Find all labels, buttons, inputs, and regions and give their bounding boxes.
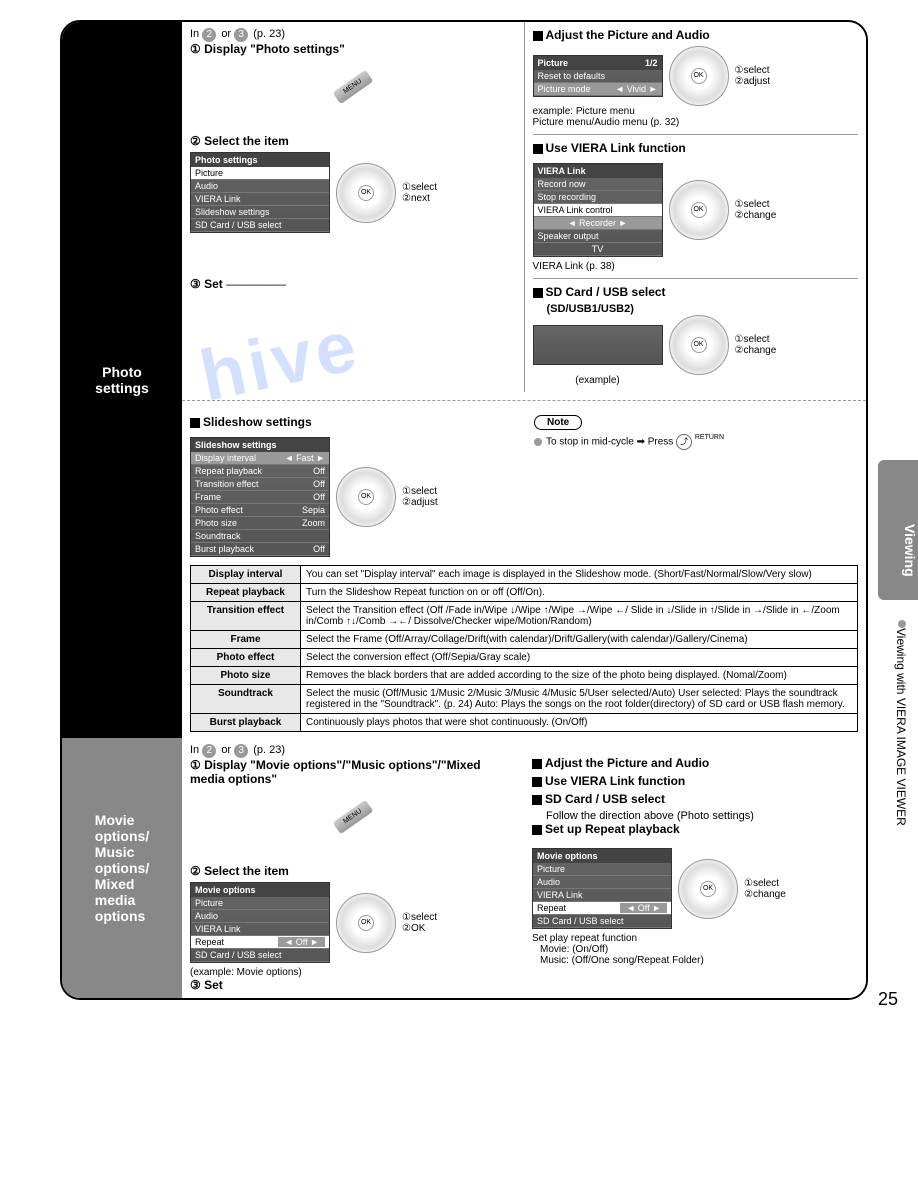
menu-remote-icon: MENU [323,60,383,130]
ok-dial-icon: OK [336,467,396,527]
slideshow-heading: Slideshow settings [190,415,514,429]
ok-dial-icon: OK [678,859,738,919]
movie-bullet-3: SD Card / USB select [532,792,858,806]
sd-usb-sub: (SD/USB1/USB2) [547,303,859,315]
in-reference-movie: In 2 or 3 (p. 23) [190,744,516,758]
ok-dial-icon: OK [669,46,729,106]
sd-usb-heading: SD Card / USB select [533,285,859,299]
step-1-display: ① Display "Photo settings" [190,42,516,56]
menu-remote-icon: MENU [323,790,383,860]
photo-settings-menu: Photo settings Picture Audio VIERA Link … [190,152,330,233]
sidebar-photo-settings: Photo settings [62,22,182,738]
follow-direction: Follow the direction above (Photo settin… [546,810,858,822]
repeat-caption-1: Set play repeat function [532,933,858,944]
side-chapter-text: Viewing with VIERA IMAGE VIEWER [894,620,910,826]
ok-dial-icon: OK [336,163,396,223]
slideshow-settings-menu: Slideshow settings Display interval◄ Fas… [190,437,330,557]
step-3-set: ③ Set ————— [190,277,516,291]
movie-options-menu-2: Movie options Picture Audio VIERA Link R… [532,848,672,929]
movie-step-1: ① Display "Movie options"/"Music options… [190,758,516,786]
in-reference: In 2 or 3 (p. 23) [190,28,516,42]
repeat-caption-3: Music: (Off/One song/Repeat Folder) [540,955,858,966]
sd-example-caption: (example) [533,375,663,386]
picture-example-caption: example: Picture menu [533,106,859,117]
page-number: 25 [878,989,898,1010]
movie-options-menu: Movie options Picture Audio VIERA Link R… [190,882,330,963]
movie-step-3: ③ Set [190,978,516,992]
ok-dial-icon: OK [669,180,729,240]
viera-link-heading: Use VIERA Link function [533,141,859,155]
note-stop-cycle: To stop in mid-cycle ➡ Press ⤴ RETURN [534,434,858,450]
sidebar-movie-options: Movie options/ Music options/ Mixed medi… [62,738,182,998]
viera-link-menu: VIERA Link Record now Stop recording VIE… [533,163,663,257]
page-border: Photo settings In 2 or 3 (p. 23) ① Displ… [60,20,868,1000]
picture-menu-ref: Picture menu/Audio menu (p. 32) [533,117,859,128]
movie-step-2: ② Select the item [190,864,516,878]
movie-bullet-2: Use VIERA Link function [532,774,858,788]
step-2-select: ② Select the item [190,134,516,148]
ok-dial-icon: OK [336,893,396,953]
ok-dial-icon: OK [669,315,729,375]
repeat-caption-2: Movie: (On/Off) [540,944,858,955]
note-pill: Note [534,415,582,430]
slideshow-settings-table: Display intervalYou can set "Display int… [190,565,858,732]
side-tab-viewing: Viewing [878,460,918,600]
adjust-picture-audio-heading: Adjust the Picture and Audio [533,28,859,42]
return-icon: ⤴ [676,434,692,450]
picture-menu: Picture1/2 Reset to defaults Picture mod… [533,55,663,97]
movie-menu-caption: (example: Movie options) [190,967,516,978]
sd-usb-menu [533,325,663,365]
viera-link-ref: VIERA Link (p. 38) [533,261,859,272]
movie-bullet-1: Adjust the Picture and Audio [532,756,858,770]
movie-bullet-4: Set up Repeat playback [532,822,858,836]
